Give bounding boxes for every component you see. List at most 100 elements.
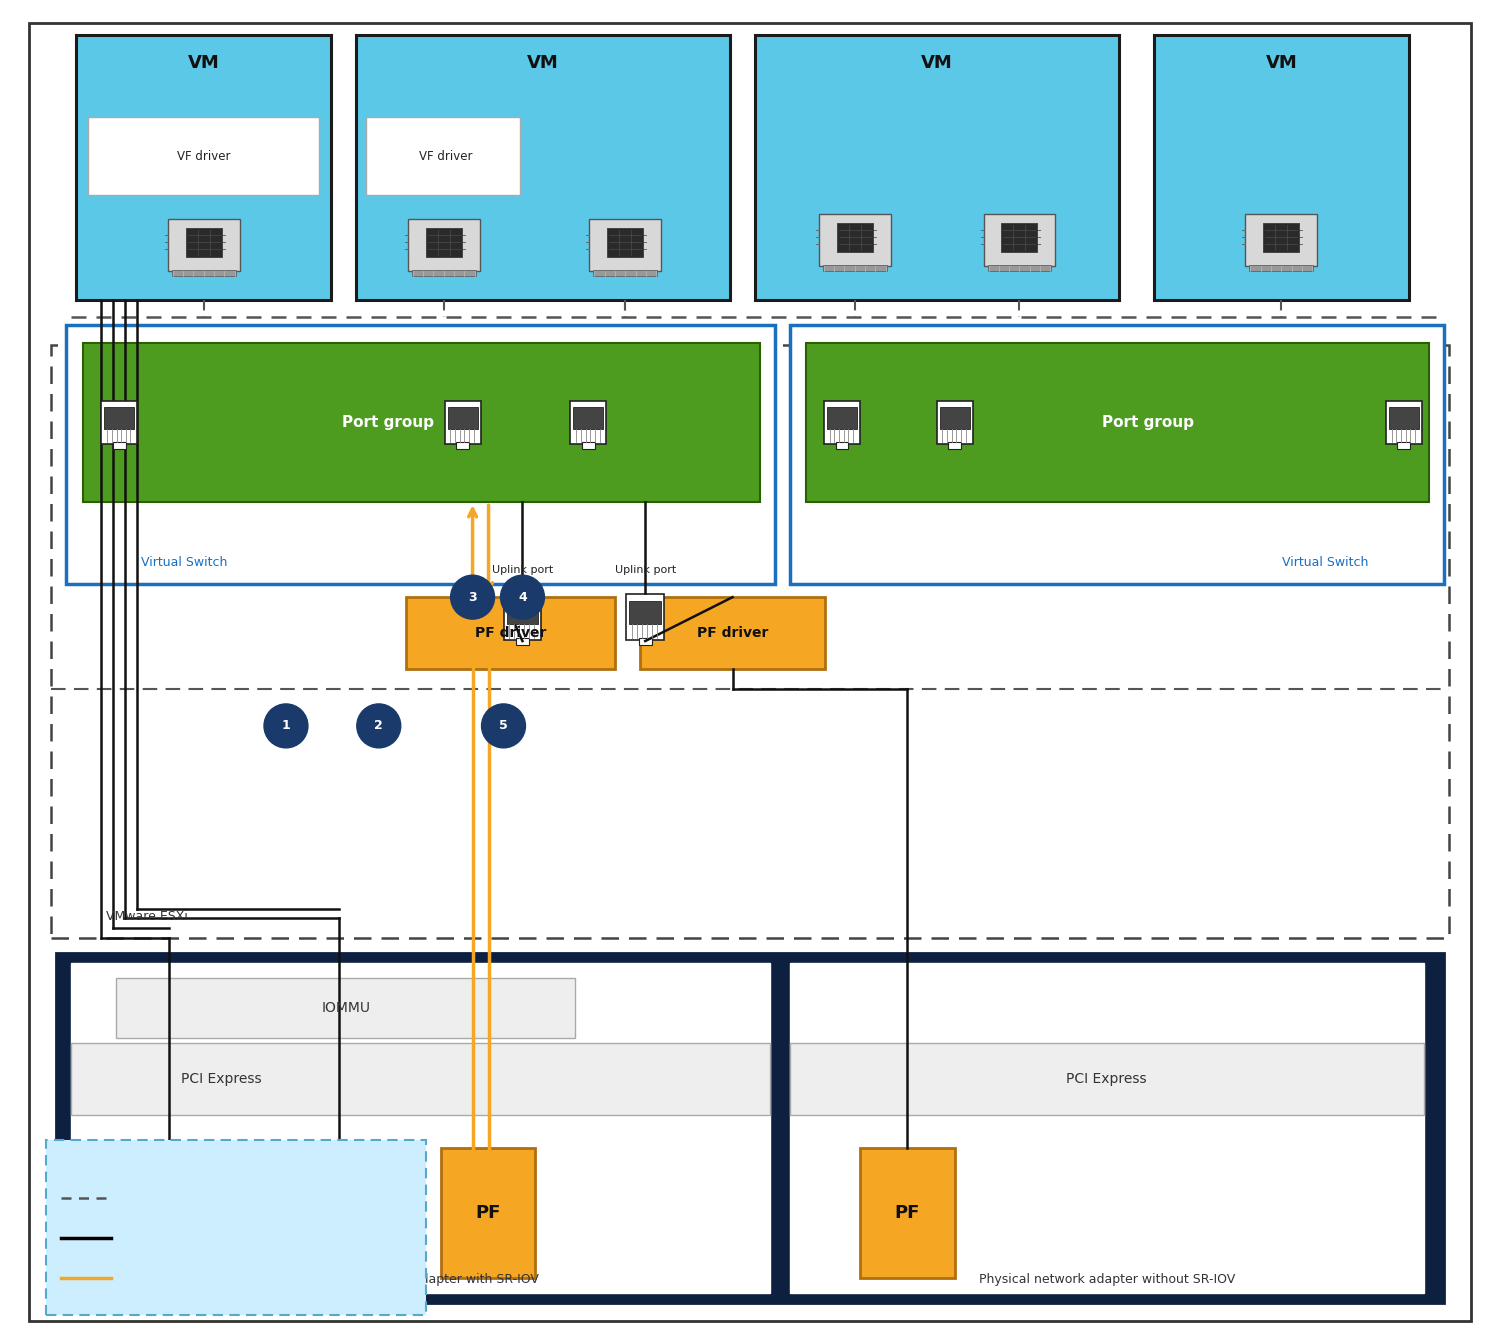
- Bar: [186, 228, 222, 257]
- Bar: [939, 407, 969, 429]
- Bar: [639, 638, 652, 645]
- Text: VF driver: VF driver: [419, 149, 472, 163]
- Bar: [790, 964, 1424, 1293]
- Bar: [824, 265, 886, 271]
- Bar: [408, 219, 480, 271]
- Circle shape: [357, 704, 401, 747]
- Bar: [426, 228, 462, 257]
- Bar: [1002, 223, 1038, 251]
- Bar: [819, 214, 891, 266]
- Bar: [827, 407, 856, 429]
- Bar: [630, 601, 662, 624]
- Text: Port group: Port group: [342, 415, 433, 430]
- Bar: [790, 325, 1443, 585]
- Bar: [66, 325, 776, 585]
- Text: VF driver: VF driver: [177, 149, 231, 163]
- Bar: [57, 953, 1443, 1302]
- Bar: [859, 1148, 954, 1278]
- Text: PCI Express: PCI Express: [1066, 1073, 1148, 1086]
- Bar: [1250, 265, 1314, 271]
- Text: PF: PF: [894, 1204, 920, 1222]
- Bar: [51, 344, 1449, 938]
- Bar: [72, 1043, 770, 1116]
- Text: PF driver: PF driver: [476, 626, 546, 640]
- Bar: [987, 265, 1052, 271]
- Text: 1: 1: [282, 719, 291, 732]
- Bar: [117, 978, 576, 1039]
- Bar: [582, 442, 594, 449]
- Bar: [516, 638, 530, 645]
- Bar: [806, 343, 1428, 503]
- Bar: [366, 117, 520, 195]
- Bar: [573, 407, 603, 429]
- Bar: [1389, 407, 1419, 429]
- Bar: [790, 1043, 1424, 1116]
- Bar: [444, 401, 480, 445]
- Bar: [405, 597, 615, 669]
- Bar: [936, 401, 972, 445]
- Bar: [824, 401, 860, 445]
- Bar: [411, 270, 476, 276]
- Bar: [590, 219, 662, 271]
- Text: IOMMU: IOMMU: [321, 1001, 370, 1015]
- Circle shape: [264, 704, 308, 747]
- Bar: [447, 407, 477, 429]
- Bar: [837, 223, 873, 251]
- Circle shape: [450, 575, 495, 620]
- Text: Uplink port: Uplink port: [492, 566, 554, 575]
- Bar: [1386, 401, 1422, 445]
- Text: 2: 2: [375, 719, 382, 732]
- Bar: [627, 594, 664, 640]
- Bar: [754, 35, 1119, 300]
- Text: PF: PF: [476, 1204, 501, 1222]
- Bar: [836, 442, 848, 449]
- Text: Legend: Legend: [72, 1156, 129, 1171]
- Bar: [640, 597, 825, 669]
- Text: Port group: Port group: [1102, 415, 1194, 430]
- Text: Virtual Switch: Virtual Switch: [141, 555, 228, 569]
- Text: VM: VM: [188, 54, 219, 73]
- Bar: [46, 1140, 426, 1314]
- Bar: [72, 964, 770, 1293]
- Bar: [171, 270, 236, 276]
- Text: Uplink port: Uplink port: [615, 566, 676, 575]
- Bar: [608, 228, 644, 257]
- Bar: [504, 594, 542, 640]
- Bar: [76, 35, 332, 300]
- Bar: [948, 442, 962, 449]
- Text: VM: VM: [1266, 54, 1298, 73]
- Bar: [356, 35, 730, 300]
- Text: Control path: Control path: [168, 1271, 244, 1285]
- Bar: [102, 401, 138, 445]
- Bar: [984, 214, 1056, 266]
- Text: PCI Express: PCI Express: [182, 1073, 261, 1086]
- Bar: [88, 117, 320, 195]
- Text: VMware ESXi: VMware ESXi: [106, 910, 188, 923]
- Circle shape: [482, 704, 525, 747]
- Text: Physical network adapter without SR-IOV: Physical network adapter without SR-IOV: [978, 1273, 1234, 1286]
- Text: VM: VM: [921, 54, 952, 73]
- Text: VM: VM: [526, 54, 560, 73]
- Bar: [168, 219, 240, 271]
- Bar: [1154, 35, 1408, 300]
- Bar: [84, 343, 760, 503]
- Bar: [507, 601, 538, 624]
- Text: 4: 4: [518, 590, 526, 603]
- Text: Data path: Data path: [170, 1231, 232, 1245]
- Bar: [291, 1148, 386, 1278]
- Bar: [456, 442, 470, 449]
- Bar: [1263, 223, 1299, 251]
- Text: 3: 3: [468, 590, 477, 603]
- Text: PF driver: PF driver: [698, 626, 768, 640]
- Bar: [1398, 442, 1410, 449]
- Bar: [594, 270, 657, 276]
- Bar: [570, 401, 606, 445]
- Bar: [112, 442, 126, 449]
- Bar: [105, 407, 135, 429]
- Text: VF: VF: [326, 1204, 351, 1222]
- Circle shape: [501, 575, 544, 620]
- Text: 5: 5: [500, 719, 508, 732]
- Text: VF: VF: [156, 1204, 182, 1222]
- Bar: [441, 1148, 536, 1278]
- Text: Virtual Switch: Virtual Switch: [1282, 555, 1368, 569]
